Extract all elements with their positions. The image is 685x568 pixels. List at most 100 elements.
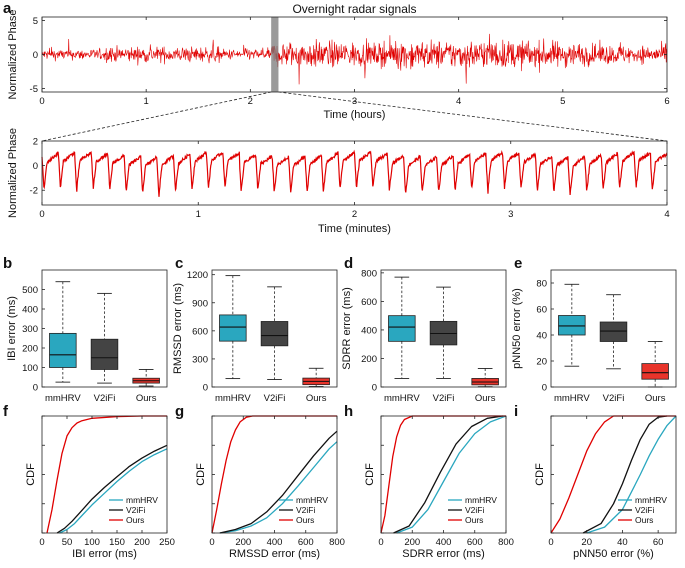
pnn50-cdf-series-mmhrv xyxy=(586,415,677,534)
rmssd-cdf-y-axis-label: CDF xyxy=(195,463,207,486)
rmssd-box-axes-frame xyxy=(211,269,338,388)
pnn50-cdf-xtick-label: 40 xyxy=(617,537,628,548)
zoom-ytick-label: 0 xyxy=(33,161,38,172)
sdrr-cdf-xtick-label: 600 xyxy=(467,537,483,548)
ibi-cdf-xtick-label: 200 xyxy=(134,537,150,548)
sdrr-cdf-series-ours xyxy=(380,415,506,534)
panel-letter-h: h xyxy=(344,403,353,420)
ibi-box-ytick-label: 300 xyxy=(22,324,38,335)
pnn50-cdf-legend-label-v2ifi: V2iFi xyxy=(635,505,654,515)
sdrr-box-category-label: Ours xyxy=(475,393,496,404)
ibi-cdf-xtick-label: 50 xyxy=(62,537,73,548)
pnn50-cdf-x-axis-label: pNN50 error (%) xyxy=(573,548,654,560)
overnight-xtick-label: 2 xyxy=(248,96,253,107)
rmssd-box-ytick-label: 0 xyxy=(203,383,208,394)
rmssd-cdf-legend-label-v2ifi: V2iFi xyxy=(296,505,315,515)
sdrr-box-ytick-label: 400 xyxy=(361,325,377,336)
pnn50-box-category-label: Ours xyxy=(645,393,666,404)
pnn50-box-category-label: mmHRV xyxy=(554,393,590,404)
rmssd-box-ytick-label: 900 xyxy=(192,298,208,309)
overnight-xtick-label: 6 xyxy=(664,96,669,107)
rmssd-cdf-series-mmhrv xyxy=(219,441,338,534)
ibi-cdf-y-axis-label: CDF xyxy=(25,463,37,486)
overnight-ytick-label: -5 xyxy=(30,84,38,95)
rmssd-box-category-label: mmHRV xyxy=(215,393,251,404)
ibi-box-category-label: mmHRV xyxy=(45,393,81,404)
ibi-cdf-legend-label-v2ifi: V2iFi xyxy=(126,505,145,515)
rmssd-cdf-legend-label-ours: Ours xyxy=(296,515,314,525)
sdrr-cdf-y-axis-label: CDF xyxy=(364,463,376,486)
pnn50-cdf-legend-label-ours: Ours xyxy=(635,515,653,525)
sdrr-cdf-xtick-label: 400 xyxy=(436,537,452,548)
ibi-cdf-series-mmhrv xyxy=(59,448,168,534)
ibi-cdf-xtick-label: 250 xyxy=(159,537,175,548)
ibi-box-ytick-label: 100 xyxy=(22,363,38,374)
sdrr-cdf-series-v2ifi xyxy=(393,415,503,534)
pnn50-cdf-series-v2ifi xyxy=(582,415,668,534)
zoom-xtick-label: 2 xyxy=(352,209,357,220)
zoom-y-axis-label: Normalized Phase xyxy=(7,128,19,218)
rmssd-cdf-xtick-label: 0 xyxy=(209,537,214,548)
ibi-box-y-axis-label: IBI error (ms) xyxy=(6,296,18,361)
rmssd-cdf-axes-frame xyxy=(211,415,338,534)
zoom-xtick-label: 0 xyxy=(39,209,44,220)
rmssd-box-ytick-label: 600 xyxy=(192,326,208,337)
pnn50-box-y-axis-label: pNN50 error (%) xyxy=(511,288,523,369)
zoom-ytick-label: 2 xyxy=(33,137,38,148)
panel-letter-g: g xyxy=(175,403,184,420)
ibi-cdf-series-v2ifi xyxy=(56,444,168,534)
panel-letter-a: a xyxy=(3,0,12,17)
sdrr-cdf-x-axis-label: SDRR error (ms) xyxy=(402,548,485,560)
sdrr-box-box-mmhrv xyxy=(388,315,416,342)
overnight-y-axis-label: Normalized Phase xyxy=(7,10,19,100)
overnight-x-axis-label: Time (hours) xyxy=(324,109,386,121)
pnn50-box-ytick-label: 80 xyxy=(536,279,547,290)
sdrr-box-category-label: mmHRV xyxy=(384,393,420,404)
sdrr-cdf-legend-label-ours: Ours xyxy=(465,515,483,525)
rmssd-cdf-xtick-label: 600 xyxy=(298,537,314,548)
rmssd-box-box-v2ifi xyxy=(260,321,289,347)
panel-letter-d: d xyxy=(344,255,353,272)
ibi-cdf-series-ours xyxy=(46,415,167,534)
overnight-title: Overnight radar signals xyxy=(292,2,416,16)
rmssd-cdf-series-v2ifi xyxy=(219,430,338,534)
ibi-cdf-axes-frame xyxy=(41,415,168,534)
ibi-box-ytick-label: 0 xyxy=(33,383,38,394)
pnn50-box-box-ours xyxy=(641,363,669,380)
pnn50-box-ytick-label: 60 xyxy=(536,305,547,316)
pnn50-box-ytick-label: 0 xyxy=(542,383,547,394)
zoom-connector-left xyxy=(41,91,272,142)
pnn50-cdf-xtick-label: 60 xyxy=(653,537,664,548)
sdrr-box-ytick-label: 200 xyxy=(361,354,377,365)
pnn50-box-category-label: V2iFi xyxy=(603,393,625,404)
ibi-cdf-legend-label-mmhrv: mmHRV xyxy=(126,495,158,505)
sdrr-box-ytick-label: 0 xyxy=(372,383,377,394)
panel-letter-f: f xyxy=(3,403,9,420)
ibi-box-ytick-label: 400 xyxy=(22,305,38,316)
zoom-xtick-label: 1 xyxy=(196,209,201,220)
overnight-ytick-label: 5 xyxy=(33,16,38,27)
rmssd-box-ytick-label: 1200 xyxy=(187,270,208,281)
overnight-ytick-label: 0 xyxy=(33,50,38,61)
pnn50-cdf-y-axis-label: CDF xyxy=(534,463,546,486)
pnn50-box-box-v2ifi xyxy=(599,321,628,342)
sdrr-cdf-legend-label-mmhrv: mmHRV xyxy=(465,495,497,505)
ibi-box-ytick-label: 500 xyxy=(22,285,38,296)
zoom-x-axis-label: Time (minutes) xyxy=(318,223,391,235)
sdrr-box-ytick-label: 800 xyxy=(361,268,377,279)
ibi-cdf-legend-label-ours: Ours xyxy=(126,515,144,525)
ibi-box-category-label: Ours xyxy=(136,393,157,404)
rmssd-cdf-legend-label-mmhrv: mmHRV xyxy=(296,495,328,505)
rmssd-cdf-xtick-label: 400 xyxy=(267,537,283,548)
sdrr-box-y-axis-label: SDRR error (ms) xyxy=(341,287,353,370)
pnn50-cdf-series-ours xyxy=(550,415,676,534)
sdrr-cdf-xtick-label: 800 xyxy=(498,537,514,548)
pnn50-cdf-xtick-label: 0 xyxy=(548,537,553,548)
ibi-cdf-x-axis-label: IBI error (ms) xyxy=(72,548,137,560)
zoom-xtick-label: 3 xyxy=(508,209,513,220)
overnight-xtick-label: 4 xyxy=(456,96,461,107)
ibi-cdf-xtick-label: 150 xyxy=(109,537,125,548)
overnight-xtick-label: 0 xyxy=(39,96,44,107)
overnight-xtick-label: 5 xyxy=(560,96,565,107)
